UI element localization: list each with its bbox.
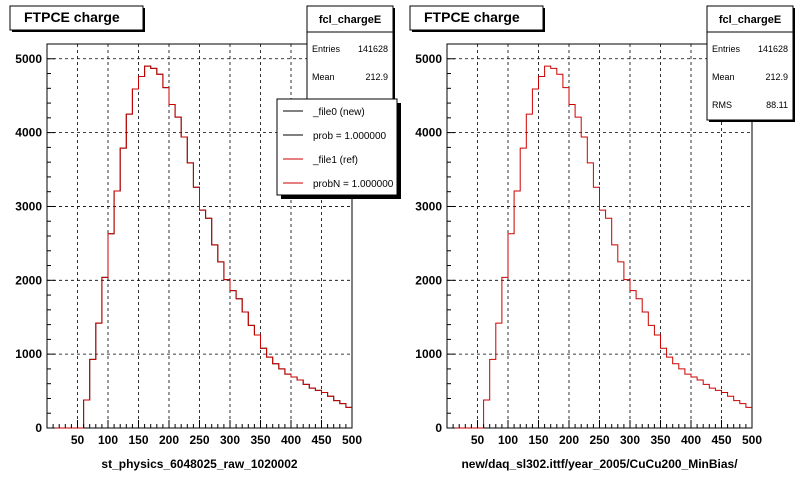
stats-row-value: 212.9 <box>765 72 788 82</box>
x-tick-label: 400 <box>281 433 301 447</box>
x-tick-label: 150 <box>528 433 548 447</box>
stats-row-label: Entries <box>712 44 741 54</box>
x-axis-label: st_physics_6048025_raw_1020002 <box>101 457 297 471</box>
chart-title: FTPCE charge <box>424 9 520 25</box>
stats-row-label: Entries <box>312 44 341 54</box>
chart-title: FTPCE charge <box>24 9 120 25</box>
stats-row-value: 141628 <box>758 44 788 54</box>
x-tick-label: 50 <box>471 433 485 447</box>
axis-ticks <box>46 43 353 429</box>
x-tick-label: 100 <box>498 433 518 447</box>
title-box <box>9 5 144 31</box>
y-tick-label: 5000 <box>415 52 442 66</box>
x-tick-label: 350 <box>650 433 670 447</box>
legend-entry: _file0 (new) <box>312 107 365 118</box>
y-tick-label: 3000 <box>15 199 42 213</box>
grid-lines <box>447 44 753 428</box>
y-tick-label: 5000 <box>15 52 42 66</box>
axis-ticks <box>446 43 753 429</box>
x-tick-label: 250 <box>189 433 209 447</box>
legend-entry: _file1 (ref) <box>312 155 358 166</box>
x-tick-label: 400 <box>681 433 701 447</box>
x-tick-label: 100 <box>98 433 118 447</box>
y-tick-label: 0 <box>435 421 442 435</box>
x-tick-label: 300 <box>220 433 240 447</box>
stats-name: fcl_chargeE <box>719 14 781 26</box>
y-tick-label: 2000 <box>415 273 442 287</box>
legend: _file0 (new) prob = 1.000000 _file1 (ref) p… <box>276 98 401 199</box>
stats-row-value: 141628 <box>358 44 388 54</box>
stats-frame <box>706 5 794 121</box>
title-box <box>409 5 544 31</box>
y-tick-label: 4000 <box>415 126 442 140</box>
x-tick-label: 200 <box>559 433 579 447</box>
stats-row-label: RMS <box>712 100 732 110</box>
y-tick-label: 3000 <box>415 199 442 213</box>
stats-box: fcl_chargeE Entries 141628 Mean 212.9 RMS 88.1… <box>706 5 795 122</box>
legend-entry: prob = 1.000000 <box>313 131 387 142</box>
y-tick-label: 1000 <box>15 347 42 361</box>
histogram-series-1 <box>447 65 752 429</box>
x-tick-label: 50 <box>71 433 85 447</box>
y-tick-label: 4000 <box>15 126 42 140</box>
x-axis-label: new/daq_sl302.ittf/year_2005/CuCu200_Min… <box>461 457 738 471</box>
y-tick-label: 1000 <box>415 347 442 361</box>
x-tick-label: 300 <box>620 433 640 447</box>
stats-row-value: 88.11 <box>766 100 788 110</box>
stats-row-label: Mean <box>312 72 335 82</box>
x-tick-label: 350 <box>250 433 270 447</box>
x-tick-label: 500 <box>342 433 362 447</box>
y-tick-label: 0 <box>35 421 42 435</box>
x-tick-label: 450 <box>711 433 731 447</box>
legend-entry: probN = 1.000000 <box>313 179 394 190</box>
stats-row-value: 212.9 <box>365 72 388 82</box>
x-tick-label: 250 <box>589 433 609 447</box>
y-tick-label: 2000 <box>15 273 42 287</box>
stats-name: fcl_chargeE <box>319 14 381 26</box>
x-tick-label: 450 <box>311 433 331 447</box>
x-tick-label: 150 <box>128 433 148 447</box>
x-tick-label: 200 <box>159 433 179 447</box>
histogram-series-2 <box>47 65 352 429</box>
legend-frame <box>276 98 398 196</box>
x-tick-label: 500 <box>742 433 762 447</box>
chart-panel-1: 50 100 150 200 250 300 350 400 450 50001000200030… <box>9 5 401 471</box>
chart-panel-2: 50 100 150 200 250 300 350 400 450 50001000200030… <box>409 5 795 471</box>
stats-row-label: Mean <box>712 72 735 82</box>
